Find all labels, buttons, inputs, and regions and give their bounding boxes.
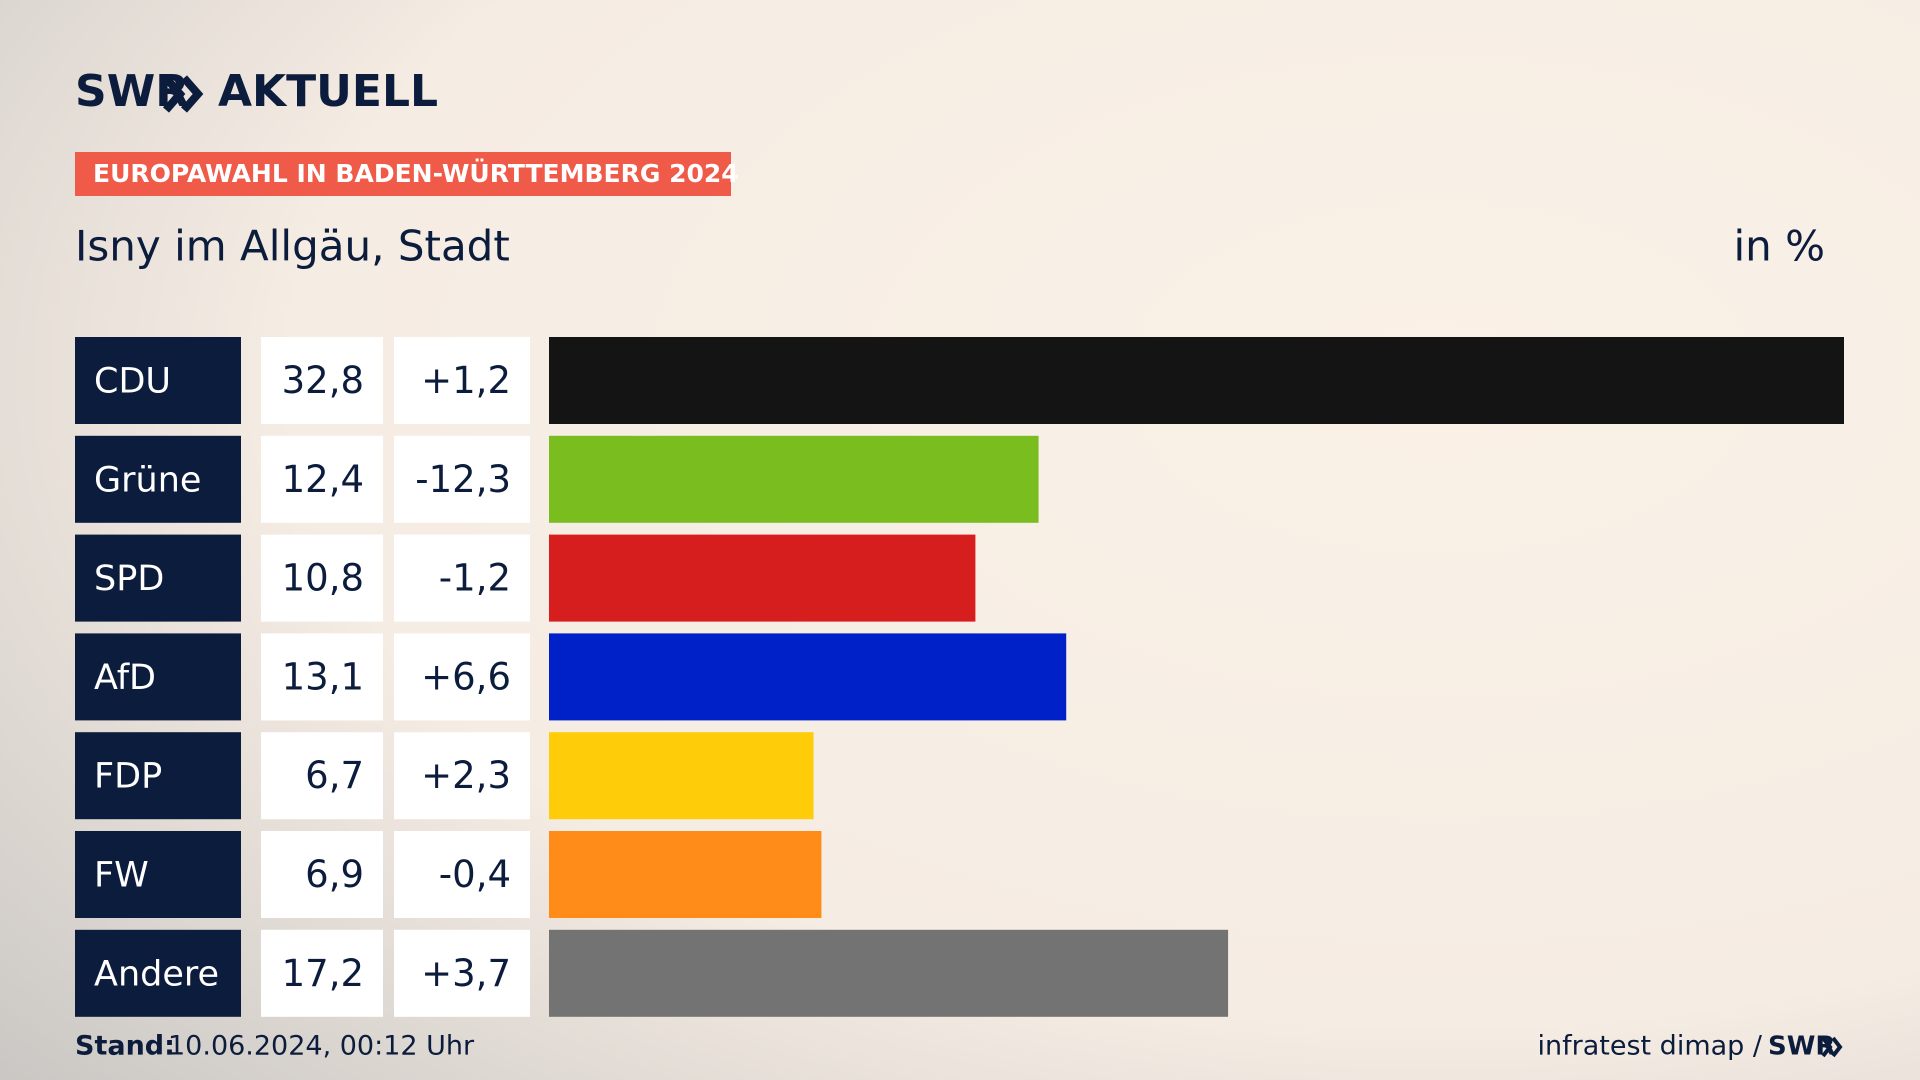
badge-text: EUROPAWAHL IN BADEN-WÜRTTEMBERG 2024: [93, 158, 739, 188]
chevron: [180, 75, 204, 113]
bar: [549, 929, 1229, 1017]
value-box: [261, 337, 383, 424]
change-label: +1,2: [421, 359, 511, 402]
change-label: -12,3: [415, 458, 511, 501]
party-label: Grüne: [94, 460, 201, 500]
value-box: [261, 929, 383, 1017]
change-box: [394, 337, 530, 424]
change-box: [394, 435, 530, 523]
party-box: [75, 929, 241, 1017]
value-label: 17,2: [282, 952, 364, 995]
bar: [549, 337, 1844, 424]
change-label: -1,2: [439, 557, 511, 600]
party-box: [75, 633, 241, 721]
source: infratest dimap /: [1537, 1031, 1762, 1062]
party-label: FW: [94, 856, 149, 896]
value-label: 10,8: [282, 557, 364, 600]
value-label: 6,7: [305, 754, 364, 797]
chevron: [1831, 1036, 1843, 1058]
value-label: 13,1: [282, 655, 364, 698]
party-box: [75, 732, 241, 820]
value-box: [261, 534, 383, 622]
party-label: AfD: [94, 658, 156, 698]
badge: [75, 152, 731, 196]
party-box: [75, 534, 241, 622]
party-box: [75, 337, 241, 424]
change-label: +3,7: [421, 952, 511, 995]
value-label: 32,8: [282, 359, 364, 402]
value-label: 12,4: [282, 458, 364, 501]
stand-label: Stand:: [75, 1031, 175, 1062]
source-logo: SWR: [1768, 1032, 1835, 1062]
bar: [549, 633, 1067, 721]
change-box: [394, 732, 530, 820]
change-label: +6,6: [421, 655, 511, 698]
stand-value: 10.06.2024, 00:12 Uhr: [168, 1031, 475, 1062]
change-box: [394, 929, 530, 1017]
unit: in %: [1733, 222, 1825, 271]
value-box: [261, 732, 383, 820]
chart-title: Isny im Allgäu, Stadt: [75, 222, 510, 271]
party-label: FDP: [94, 757, 162, 797]
value-label: 6,9: [305, 853, 364, 896]
party-box: [75, 435, 241, 523]
bar: [549, 732, 814, 820]
change-box: [394, 534, 530, 622]
party-label: Andere: [94, 954, 219, 994]
change-box: [394, 633, 530, 721]
value-box: [261, 633, 383, 721]
bar: [549, 831, 822, 918]
value-box: [261, 435, 383, 523]
chevron: [1821, 1036, 1833, 1058]
change-label: -0,4: [439, 853, 511, 896]
party-box: [75, 831, 241, 918]
logo: SWR AKTUELL: [75, 66, 438, 117]
logo-text: AKTUELL: [218, 66, 438, 117]
party-label: CDU: [94, 362, 171, 402]
change-label: +2,3: [421, 754, 511, 797]
bar: [549, 534, 976, 622]
logo-text: SWR: [75, 66, 189, 117]
party-label: SPD: [94, 559, 164, 599]
value-box: [261, 831, 383, 918]
bar: [549, 435, 1039, 523]
chevron: [162, 75, 186, 113]
change-box: [394, 831, 530, 918]
